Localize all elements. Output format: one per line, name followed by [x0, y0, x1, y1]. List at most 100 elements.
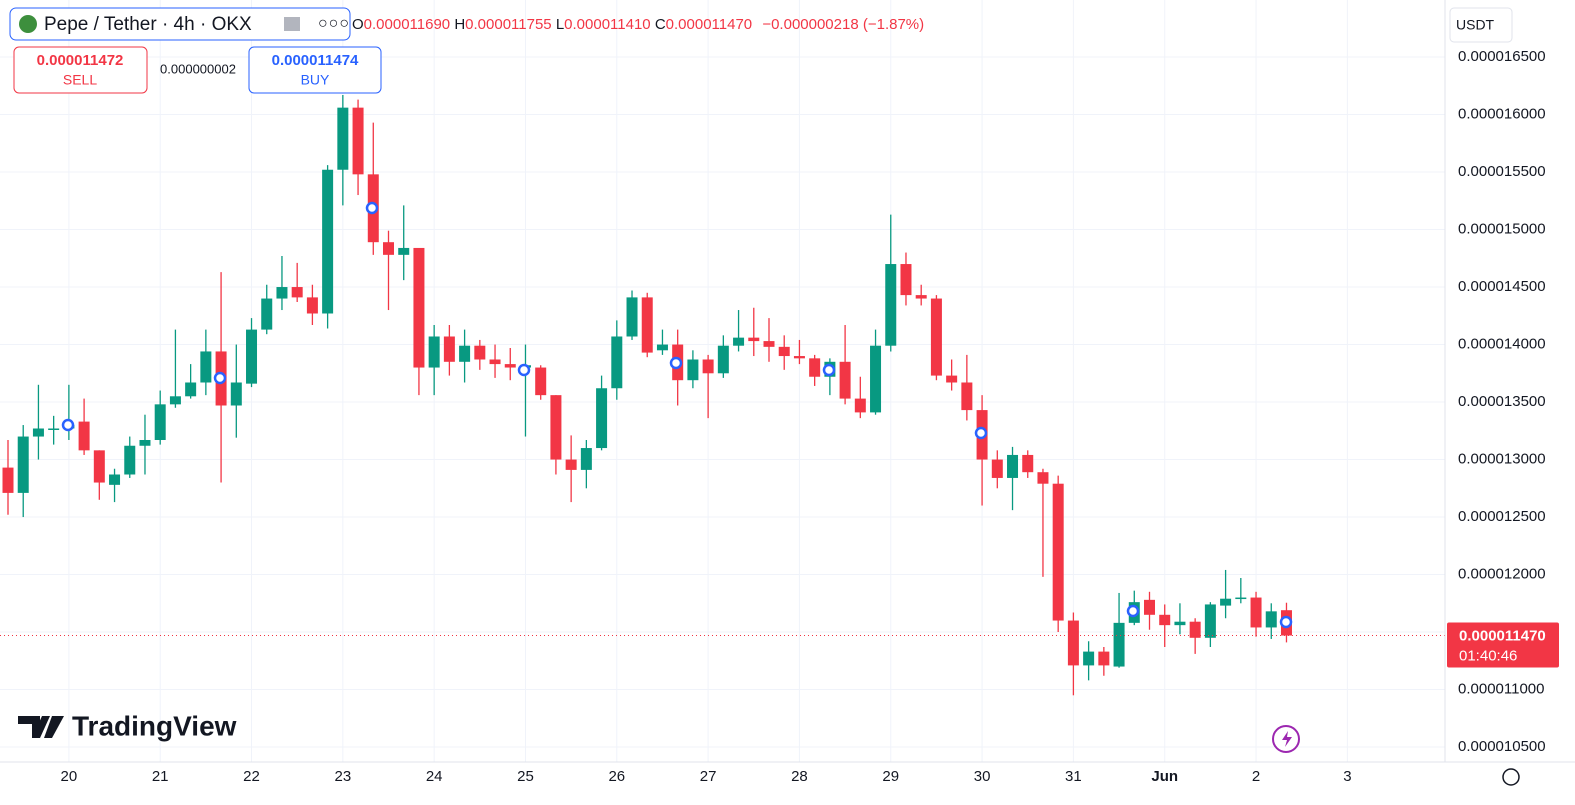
- candle-body: [915, 295, 927, 299]
- candle-body: [109, 474, 121, 485]
- candle-body: [200, 351, 212, 383]
- sell-price[interactable]: 0.000011472: [37, 52, 124, 69]
- candle-body: [748, 337, 760, 342]
- y-tick-label: 0.000013500: [1458, 393, 1546, 410]
- y-tick-label: 0.000010500: [1458, 738, 1546, 755]
- candle-body: [1159, 614, 1171, 626]
- x-tick-label: 21: [152, 768, 169, 785]
- symbol-box[interactable]: [9, 7, 351, 41]
- signal-marker[interactable]: [822, 363, 836, 377]
- ohlc-key: C: [655, 16, 666, 33]
- x-tick-label: 2: [1252, 768, 1260, 785]
- change: −0.000000218 (−1.87%): [762, 16, 924, 33]
- y-tick-label: 0.000016500: [1458, 48, 1546, 65]
- candle-body: [1083, 651, 1095, 666]
- candle-body: [185, 382, 197, 397]
- candle-body: [1174, 621, 1186, 626]
- currency-box[interactable]: [1449, 7, 1513, 43]
- candle-body: [1037, 472, 1049, 484]
- x-tick-label: 22: [243, 768, 260, 785]
- x-tick-label: 20: [61, 768, 78, 785]
- x-tick-label: 27: [700, 768, 717, 785]
- signal-markers: [61, 201, 1293, 629]
- candle-body: [580, 448, 592, 470]
- candle-body: [900, 264, 912, 296]
- candle-body: [276, 287, 288, 299]
- ohlc-value: 0.000011755: [465, 16, 551, 33]
- x-tick-label: 24: [426, 768, 443, 785]
- candle-body: [474, 345, 486, 360]
- candle-body: [230, 382, 242, 406]
- signal-marker[interactable]: [365, 201, 379, 215]
- settings-icon[interactable]: [1502, 768, 1520, 786]
- candle-body: [1067, 620, 1079, 666]
- y-tick-label: 0.000013000: [1458, 451, 1546, 468]
- sell-button[interactable]: [13, 46, 148, 94]
- candle-body: [1250, 597, 1262, 628]
- candle-body: [489, 359, 501, 365]
- ohlc-key: O: [352, 16, 364, 33]
- candle-body: [1113, 622, 1125, 667]
- buy-button[interactable]: [248, 46, 382, 94]
- candle-body: [352, 107, 364, 175]
- candle-body: [1189, 621, 1201, 638]
- logo-icon: [18, 716, 50, 738]
- sell-label[interactable]: SELL: [63, 72, 97, 88]
- buy-price[interactable]: 0.000011474: [272, 52, 359, 69]
- signal-marker[interactable]: [517, 363, 531, 377]
- candle-body: [778, 346, 790, 357]
- candle-body: [991, 459, 1003, 478]
- symbol-title[interactable]: Pepe / Tether · 4h · OKX: [44, 14, 252, 35]
- candle-body: [154, 404, 166, 440]
- signal-marker[interactable]: [61, 418, 75, 432]
- more-icon[interactable]: ○○○: [318, 15, 350, 32]
- candle-body: [413, 247, 425, 368]
- signal-marker[interactable]: [213, 371, 227, 385]
- candle-body: [961, 382, 973, 411]
- candle-body: [93, 450, 105, 483]
- candle-body: [626, 297, 638, 337]
- candle-body: [656, 344, 668, 351]
- ohlc-value: 0.000011470: [666, 16, 752, 33]
- candle-body: [459, 345, 471, 362]
- y-tick-label: 0.000012000: [1458, 566, 1546, 583]
- ohlc-key: L: [556, 16, 564, 33]
- candle-body: [839, 361, 851, 399]
- signal-marker[interactable]: [1279, 615, 1293, 629]
- ohlc-value: 0.000011410: [564, 16, 650, 33]
- price-tag-countdown: 01:40:46: [1459, 647, 1517, 664]
- candle-body: [1007, 454, 1019, 478]
- price-tag: [1447, 622, 1559, 668]
- candle-body: [641, 297, 653, 353]
- candle-body: [428, 336, 440, 368]
- y-tick-label: 0.000012500: [1458, 508, 1546, 525]
- candle-body: [717, 345, 729, 374]
- candle-body: [124, 445, 136, 475]
- spread: 0.000000002: [160, 61, 236, 76]
- candle-body: [504, 364, 516, 368]
- y-tick-label: 0.000014000: [1458, 336, 1546, 353]
- candle-body: [687, 359, 699, 381]
- signal-marker[interactable]: [974, 426, 988, 440]
- signal-marker[interactable]: [1126, 604, 1140, 618]
- candle-body: [809, 358, 821, 377]
- candle-body: [322, 169, 334, 314]
- candle-body: [337, 107, 349, 170]
- x-tick-label: Jun: [1151, 768, 1178, 785]
- candle-body: [611, 336, 623, 389]
- candle-body: [78, 421, 90, 451]
- lightning-glyph: [1282, 731, 1292, 747]
- candle-body: [1052, 483, 1064, 621]
- y-tick-label: 0.000016000: [1458, 106, 1546, 123]
- candle-body: [870, 345, 882, 413]
- candle-body: [1098, 651, 1110, 666]
- signal-marker[interactable]: [669, 356, 683, 370]
- candle-body: [854, 398, 866, 413]
- buy-label[interactable]: BUY: [301, 72, 330, 88]
- x-tick-label: 3: [1343, 768, 1351, 785]
- price-tag-label: 0.000011470: [1459, 627, 1546, 644]
- candle-body: [565, 459, 577, 470]
- flag-icon[interactable]: [284, 17, 300, 31]
- currency[interactable]: USDT: [1456, 17, 1495, 33]
